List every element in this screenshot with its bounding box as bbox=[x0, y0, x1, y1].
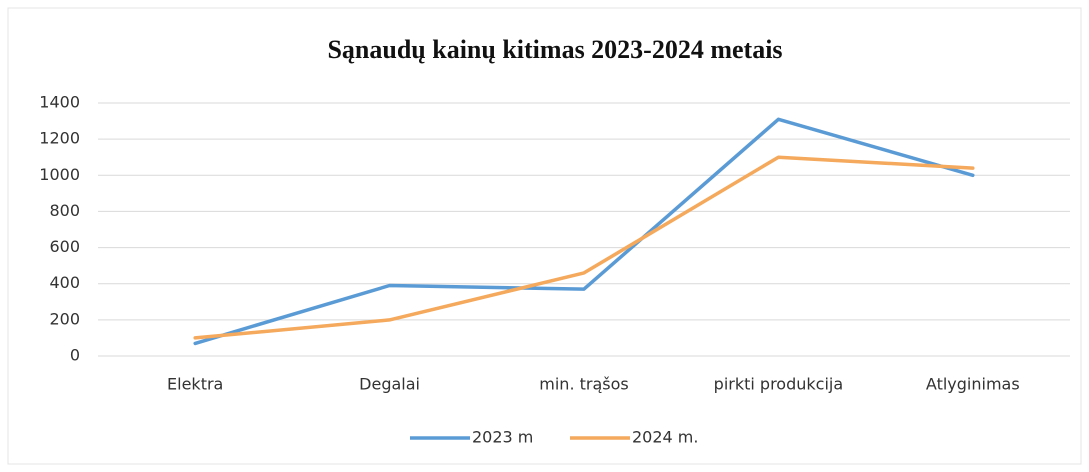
y-tick-label: 1000 bbox=[39, 165, 80, 184]
y-tick-label: 600 bbox=[49, 237, 80, 256]
x-tick-label: min. trąšos bbox=[539, 375, 628, 394]
y-tick-label: 800 bbox=[49, 201, 80, 220]
y-tick-label: 400 bbox=[49, 273, 80, 292]
y-tick-label: 1200 bbox=[39, 129, 80, 148]
y-tick-label: 1400 bbox=[39, 93, 80, 112]
legend-label: 2024 m. bbox=[632, 428, 698, 447]
series-line bbox=[193, 117, 975, 346]
x-tick-label: pirkti produkcija bbox=[714, 375, 843, 394]
chart-title: Sąnaudų kainų kitimas 2023-2024 metais bbox=[327, 35, 782, 64]
x-tick-label: Atlyginimas bbox=[926, 375, 1020, 394]
chart-frame bbox=[7, 7, 1082, 465]
y-tick-label: 0 bbox=[70, 346, 80, 365]
x-tick-label: Degalai bbox=[359, 375, 420, 394]
series-line bbox=[193, 155, 975, 340]
y-tick-label: 200 bbox=[49, 309, 80, 328]
legend-label: 2023 m bbox=[472, 428, 533, 447]
x-tick-label: Elektra bbox=[167, 375, 223, 394]
